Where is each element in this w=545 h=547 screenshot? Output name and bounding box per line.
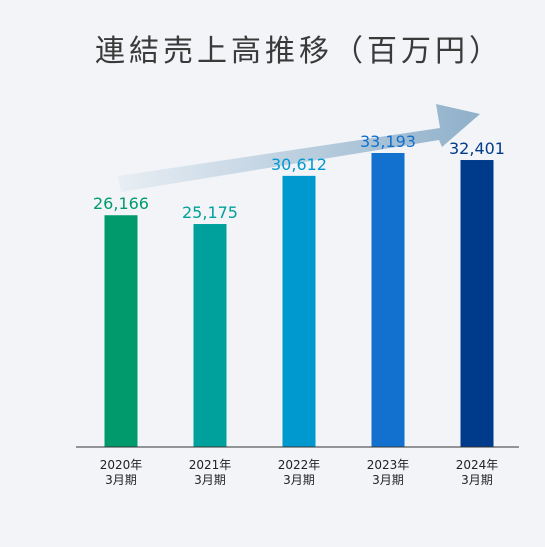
- bar-value-label-5: 32,401: [449, 139, 505, 158]
- x-tick-label-4-line-1: 2023年: [367, 458, 410, 472]
- bar-2: [193, 224, 227, 447]
- chart-title: 連結売上高推移（百万円）: [95, 34, 503, 69]
- x-tick-label-2-line-2: 3月期: [194, 473, 226, 487]
- bar-value-label-2: 25,175: [182, 203, 238, 222]
- x-tick-label-1-line-1: 2020年: [100, 458, 143, 472]
- bar-4: [371, 153, 405, 447]
- x-tick-label-3-line-1: 2022年: [278, 458, 321, 472]
- bar-3: [282, 175, 316, 447]
- x-tick-label-5-line-1: 2024年: [456, 458, 499, 472]
- bar-value-label-1: 26,166: [93, 194, 149, 213]
- x-tick-label-3-line-2: 3月期: [283, 473, 315, 487]
- bars-group: 26,166 25,175 30,612 33,193 32,401: [93, 132, 505, 447]
- x-tick-label-5-line-2: 3月期: [461, 473, 493, 487]
- bar-1: [104, 215, 138, 447]
- bar-5: [460, 160, 494, 447]
- x-tick-label-1-line-2: 3月期: [105, 473, 137, 487]
- bar-value-label-4: 33,193: [360, 132, 416, 151]
- trend-arrow: [118, 104, 480, 192]
- bar-value-label-3: 30,612: [271, 155, 327, 174]
- x-tick-label-4-line-2: 3月期: [372, 473, 404, 487]
- x-tick-label-2-line-1: 2021年: [189, 458, 232, 472]
